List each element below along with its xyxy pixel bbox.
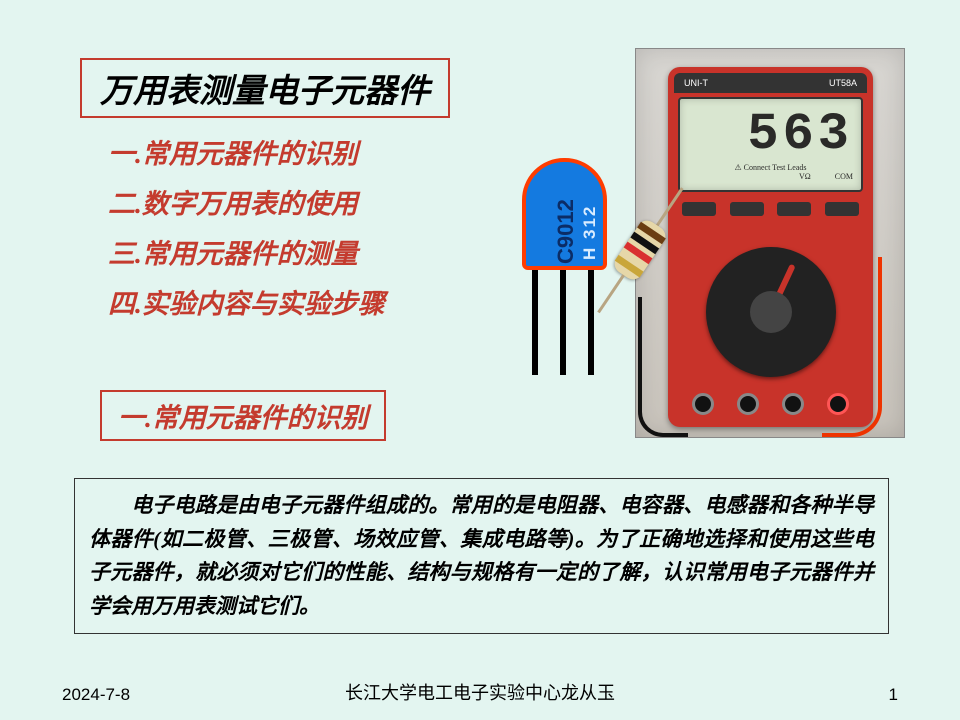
jack-1 xyxy=(692,393,714,415)
lcd-port-right: COM xyxy=(835,172,853,181)
toc-item-2: 二.数字万用表的使用 xyxy=(108,180,385,230)
slide-title: 万用表测量电子元器件 xyxy=(80,58,450,118)
toc-item-4: 四.实验内容与实验步骤 xyxy=(108,280,385,330)
footer-center: 长江大学电工电子实验中心龙从玉 xyxy=(0,679,960,705)
multimeter-brand-bar: UNI-T UT58A xyxy=(674,73,867,93)
jack-2 xyxy=(737,393,759,415)
probe-red-icon xyxy=(822,257,882,437)
transistor-label-1: C9012 xyxy=(553,199,579,264)
toc-item-3: 三.常用元器件的测量 xyxy=(108,230,385,280)
toc-item-1: 一.常用元器件的识别 xyxy=(108,130,385,180)
multimeter-lcd: 563 ⚠ Connect Test Leads VΩ COM xyxy=(678,97,863,192)
paragraph-text: 电子电路是由电子元器件组成的。常用的是电阻器、电容器、电感器和各种半导体器件(如… xyxy=(89,493,874,618)
brand-right: UT58A xyxy=(829,78,857,88)
resistor-lead-bottom xyxy=(597,274,625,313)
resistor-lead-top xyxy=(656,187,684,226)
jack-3 xyxy=(782,393,804,415)
footer-page: 1 xyxy=(889,685,898,705)
section-heading: 一.常用元器件的识别 xyxy=(100,390,386,441)
resistor-body xyxy=(611,217,669,284)
section-heading-text: 一.常用元器件的识别 xyxy=(118,403,368,433)
table-of-contents: 一.常用元器件的识别 二.数字万用表的使用 三.常用元器件的测量 四.实验内容与… xyxy=(108,130,385,330)
lcd-reading: 563 xyxy=(747,109,853,161)
multimeter-dial xyxy=(706,247,836,377)
dial-pointer-icon xyxy=(768,264,795,314)
title-text: 万用表测量电子元器件 xyxy=(100,74,430,110)
body-paragraph: 电子电路是由电子元器件组成的。常用的是电阻器、电容器、电感器和各种半导体器件(如… xyxy=(74,478,889,634)
brand-left: UNI-T xyxy=(684,78,708,88)
lcd-port-left: VΩ xyxy=(799,172,811,181)
lcd-connect-text: ⚠ Connect Test Leads xyxy=(688,163,853,172)
